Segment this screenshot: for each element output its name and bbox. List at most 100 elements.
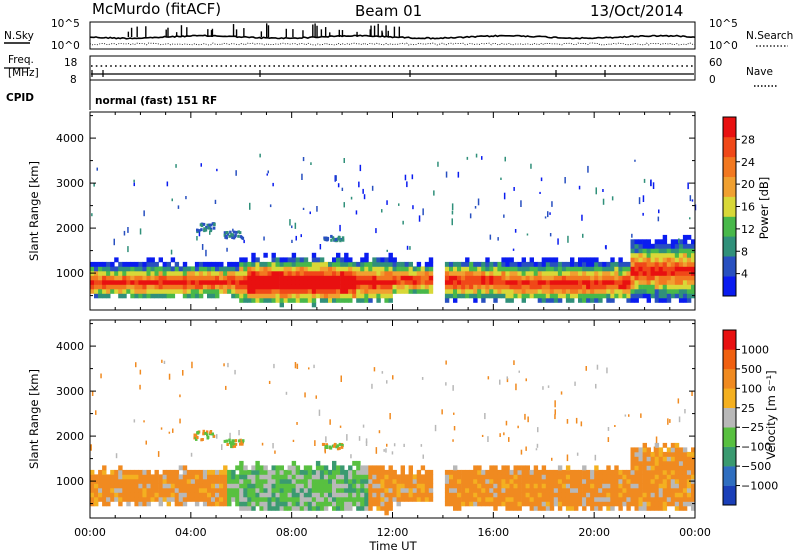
heatmap-cell: [368, 487, 373, 493]
heatmap-cell: [182, 284, 188, 290]
heatmap-cell: [267, 279, 272, 285]
echo-point: [230, 445, 233, 449]
echo-point: [214, 199, 217, 204]
heatmap-cell: [295, 270, 301, 276]
heatmap-cell: [315, 279, 321, 285]
heatmap-cell: [634, 451, 639, 457]
heatmap-cell: [646, 456, 651, 462]
heatmap-cell: [457, 288, 462, 294]
heatmap-cell: [154, 492, 159, 498]
heatmap-cell: [223, 465, 228, 471]
heatmap-cell: [598, 474, 603, 480]
heatmap-cell: [194, 275, 200, 281]
heatmap-cell: [227, 284, 232, 290]
heatmap-cell: [146, 288, 151, 294]
heatmap-cell: [295, 478, 301, 484]
heatmap-cell: [118, 483, 123, 489]
echo-point: [232, 443, 236, 447]
heatmap-cell: [255, 483, 260, 489]
heatmap-cell: [243, 465, 248, 471]
heatmap-cell: [368, 297, 373, 303]
heatmap-cell: [461, 487, 466, 493]
heatmap-cell: [541, 501, 547, 507]
echo-point: [324, 445, 327, 449]
heatmap-cell: [658, 270, 664, 276]
heatmap-cell: [98, 496, 103, 502]
heatmap-cell: [114, 487, 119, 493]
heatmap-cell: [658, 266, 664, 272]
echo-point: [566, 419, 569, 424]
heatmap-cell: [525, 469, 530, 475]
heatmap-cell: [356, 478, 361, 484]
heatmap-cell: [146, 501, 151, 507]
heatmap-cell: [158, 501, 163, 507]
heatmap-cell: [235, 501, 240, 507]
echo-point: [223, 231, 227, 235]
heatmap-cell: [106, 492, 111, 498]
heatmap-cell: [622, 474, 627, 480]
heatmap-cell: [424, 284, 430, 290]
heatmap-cell: [501, 266, 506, 272]
heatmap-cell: [392, 492, 397, 498]
echo-point: [499, 433, 501, 437]
heatmap-cell: [110, 474, 115, 480]
echo-point: [335, 175, 337, 181]
heatmap-cell: [412, 266, 418, 272]
heatmap-cell: [626, 270, 631, 276]
heatmap-cell: [295, 266, 301, 272]
heatmap-cell: [590, 478, 595, 484]
heatmap-cell: [388, 487, 393, 493]
heatmap-cell: [259, 492, 264, 498]
heatmap-cell: [444, 261, 450, 267]
heatmap-cell: [372, 257, 377, 263]
heatmap-cell: [247, 266, 252, 272]
heatmap-cell: [291, 257, 297, 263]
heatmap-cell: [666, 266, 672, 272]
heatmap-cell: [271, 487, 276, 493]
heatmap-cell: [384, 284, 389, 290]
echo-point: [508, 437, 510, 442]
heatmap-cell: [344, 505, 349, 511]
heatmap-cell: [477, 483, 482, 489]
heatmap-cell: [255, 261, 260, 267]
echo-point: [267, 170, 269, 174]
heatmap-cell: [428, 257, 434, 263]
heatmap-cell: [388, 252, 393, 258]
heatmap-cell: [259, 261, 264, 267]
echo-point: [445, 382, 447, 386]
heatmap-cell: [122, 293, 127, 299]
heatmap-cell: [287, 257, 292, 263]
echo-point: [334, 175, 336, 182]
heatmap-cell: [94, 483, 99, 489]
heatmap-cell: [170, 492, 176, 498]
heatmap-cell: [287, 501, 292, 507]
heatmap-cell: [574, 483, 579, 489]
heatmap-cell: [251, 297, 256, 303]
heatmap-cell: [505, 505, 510, 511]
heatmap-cell: [477, 496, 482, 502]
heatmap-cell: [541, 483, 547, 489]
heatmap-cell: [493, 279, 498, 285]
heatmap-cell: [376, 279, 381, 285]
echo-point: [196, 436, 199, 439]
heatmap-cell: [682, 248, 688, 254]
heatmap-cell: [255, 465, 260, 471]
echo-point: [452, 385, 454, 391]
heatmap-cell: [598, 478, 603, 484]
heatmap-cell: [477, 284, 482, 290]
heatmap-cell: [529, 275, 534, 281]
heatmap-cell: [545, 297, 551, 303]
heatmap-cell: [578, 288, 583, 294]
echo-point: [421, 377, 424, 380]
heatmap-cell: [416, 492, 422, 498]
heatmap-cell: [283, 270, 288, 276]
cpid-label: CPID: [6, 92, 34, 104]
heatmap-cell: [122, 469, 127, 475]
cpid-text: normal (fast) 151 RF: [95, 95, 217, 107]
heatmap-cell: [372, 496, 377, 502]
heatmap-cell: [565, 266, 571, 272]
heatmap-cell: [319, 288, 325, 294]
heatmap-cell: [295, 483, 301, 489]
heatmap-cell: [348, 261, 353, 267]
heatmap-cell: [674, 248, 680, 254]
